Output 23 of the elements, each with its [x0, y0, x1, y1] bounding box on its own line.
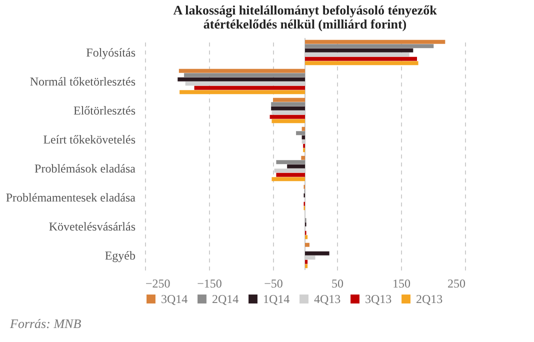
y-tick-label: Normál tőketörlesztés — [30, 74, 136, 88]
text: Forrás: MNB — [10, 316, 82, 332]
y-tick-label: Problémások eladása — [34, 162, 136, 176]
y-tick-label: Előtörlesztés — [74, 104, 136, 118]
x-tick-label: −50 — [264, 276, 283, 290]
legend-label: 3Q14 — [161, 292, 188, 306]
chart-title: A lakossági hitelállományt befolyásoló tényezők — [173, 2, 438, 18]
y-tick-label: Követelésvásárlás — [48, 220, 136, 234]
legend-label: 3Q13 — [365, 292, 392, 306]
legend-label: 4Q13 — [314, 292, 341, 306]
y-tick-label: Leírt tőkekövetelés — [43, 132, 136, 146]
chart-subtitle: átértékelődés nélkül (milliárd forint) — [203, 16, 407, 32]
x-tick-label: −150 — [197, 276, 222, 290]
x-tick-label: −250 — [146, 276, 170, 290]
y-tick-label: Problémamentesek eladása — [6, 190, 136, 204]
legend-label: 2Q13 — [416, 292, 443, 306]
x-tick-label: 250 — [448, 276, 466, 290]
x-tick-label: 150 — [392, 276, 410, 290]
legend-label: 1Q14 — [263, 292, 290, 306]
y-tick-label: Folyósítás — [86, 46, 136, 60]
x-tick-label: 50 — [332, 276, 344, 290]
legend-label: 2Q14 — [212, 292, 239, 306]
y-tick-label: Egyéb — [104, 248, 136, 262]
